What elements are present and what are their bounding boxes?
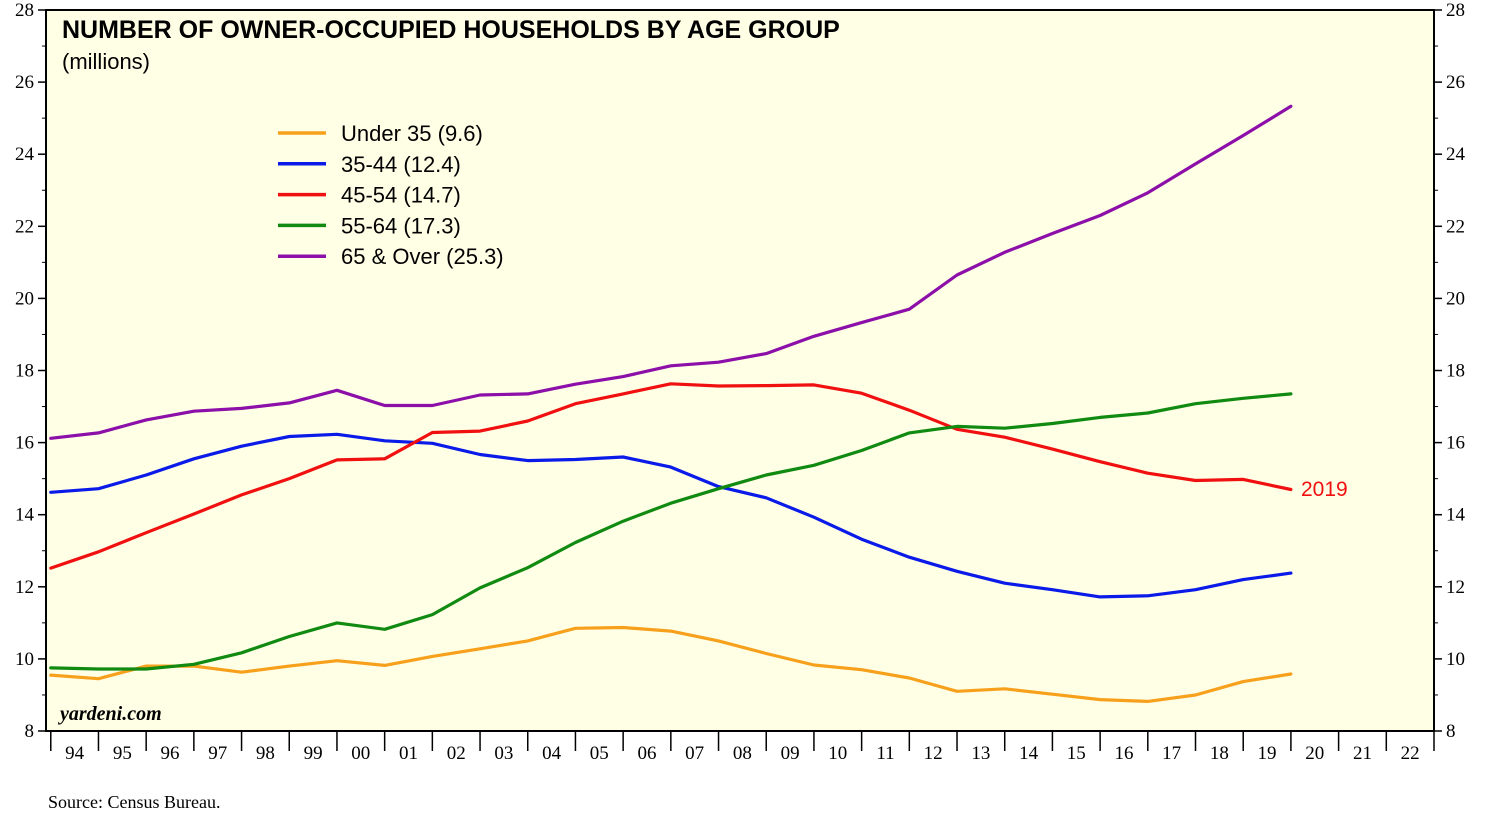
x-tick-label: 10 [828, 743, 847, 764]
y-tick-label-right: 26 [1446, 72, 1465, 93]
x-tick-label: 20 [1305, 743, 1324, 764]
legend: Under 35 (9.6) 35-44 (12.4) 45-54 (14.7) 55… [278, 121, 504, 269]
x-tick-label: 13 [971, 743, 990, 764]
x-tick-label: 00 [351, 743, 370, 764]
y-tick-label-left: 24 [15, 144, 35, 165]
series-line-1 [49, 432, 1293, 599]
y-tick-label-left: 14 [15, 505, 35, 526]
x-tick-label: 98 [256, 743, 275, 764]
x-tick-label: 05 [590, 743, 609, 764]
x-tick-label: 17 [1162, 743, 1181, 764]
x-tick-label: 12 [924, 743, 943, 764]
y-tick-label-left: 28 [15, 0, 34, 21]
legend-label-4: 65 & Over (25.3) [341, 244, 504, 269]
series-line-2 [49, 382, 1293, 570]
x-tick-label: 04 [542, 743, 562, 764]
watermark: yardeni.com [58, 703, 162, 725]
x-tick-label: 99 [304, 743, 323, 764]
chart-title: NUMBER OF OWNER-OCCUPIED HOUSEHOLDS BY A… [62, 16, 840, 44]
x-tick-label: 14 [1019, 743, 1039, 764]
x-tick-label: 01 [399, 743, 418, 764]
x-tick-label: 06 [637, 743, 656, 764]
x-tick-label: 21 [1353, 743, 1372, 764]
x-tick-label: 08 [733, 743, 752, 764]
y-tick-label-left: 10 [15, 649, 34, 670]
y-tick-label-right: 24 [1446, 144, 1466, 165]
x-tick-label: 02 [447, 743, 466, 764]
x-tick-label: 22 [1401, 743, 1420, 764]
axis-ticks: 8 8 10 10 12 12 14 14 16 16 18 18 20 20 22 22 24 24 26 26 28… [15, 0, 1466, 764]
y-tick-label-right: 14 [1446, 505, 1466, 526]
x-tick-label: 16 [1114, 743, 1133, 764]
x-tick-label: 18 [1210, 743, 1229, 764]
y-tick-label-left: 26 [15, 72, 34, 93]
legend-label-1: 35-44 (12.4) [341, 152, 461, 177]
chart-subtitle: (millions) [62, 49, 150, 74]
series-annotation: 2019 [1301, 478, 1348, 501]
x-tick-label: 97 [208, 743, 227, 764]
x-tick-label: 11 [876, 743, 894, 764]
y-tick-label-left: 8 [25, 721, 35, 742]
y-tick-label-right: 16 [1446, 433, 1465, 454]
series-line-3 [49, 392, 1293, 671]
y-tick-label-left: 22 [15, 216, 34, 237]
y-tick-label-right: 8 [1446, 721, 1456, 742]
series-lines [49, 104, 1293, 704]
y-tick-label-right: 10 [1446, 649, 1465, 670]
y-tick-label-left: 20 [15, 288, 34, 309]
x-tick-label: 19 [1258, 743, 1277, 764]
x-tick-label: 94 [65, 743, 85, 764]
y-tick-label-left: 12 [15, 577, 34, 598]
legend-label-3: 55-64 (17.3) [341, 213, 461, 238]
y-tick-label-left: 18 [15, 361, 34, 382]
y-tick-label-right: 18 [1446, 361, 1465, 382]
y-tick-label-right: 20 [1446, 288, 1465, 309]
y-tick-label-left: 16 [15, 433, 34, 454]
y-tick-label-right: 12 [1446, 577, 1465, 598]
legend-label-2: 45-54 (14.7) [341, 183, 461, 208]
x-tick-label: 07 [685, 743, 704, 764]
x-tick-label: 09 [781, 743, 800, 764]
series-line-0 [49, 625, 1293, 704]
legend-label-0: Under 35 (9.6) [341, 121, 483, 146]
plot-area [45, 9, 1435, 732]
x-tick-label: 95 [113, 743, 132, 764]
source-note: Source: Census Bureau. [48, 792, 220, 812]
y-tick-label-right: 28 [1446, 0, 1465, 21]
x-tick-label: 03 [494, 743, 513, 764]
series-line-4 [49, 104, 1293, 440]
x-tick-label: 15 [1067, 743, 1086, 764]
x-tick-label: 96 [161, 743, 180, 764]
y-tick-label-right: 22 [1446, 216, 1465, 237]
